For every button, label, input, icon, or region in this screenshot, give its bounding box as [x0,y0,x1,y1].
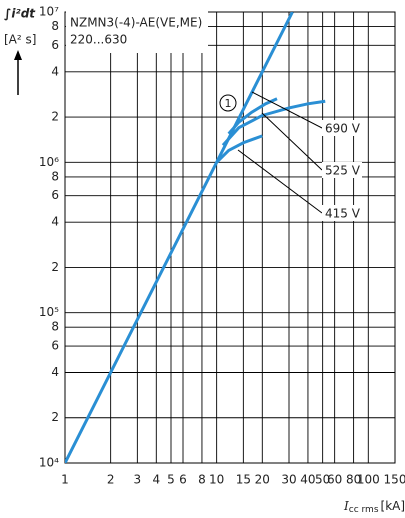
label-bg [322,162,362,178]
y-tick-label: 2 [51,110,59,124]
box-title: NZMN3(-4)-AE(VE,ME) [70,16,202,30]
series-label: 690 V [325,122,361,136]
arrow-head [14,50,22,60]
label-bg [322,205,362,221]
series-label: 525 V [325,164,361,178]
series-line [221,99,326,147]
legend-box [66,11,208,53]
x-tick-label: 1 [61,473,69,487]
y-tick-label: 4 [51,365,59,379]
x-axis-label: Icc rms [kA] [343,499,405,515]
y-tick-label: 2 [51,260,59,274]
x-tick-label: 60 [327,473,342,487]
leader [261,112,323,171]
y-axis-unit: [A² s] [4,33,36,47]
x-tick-label: 80 [346,473,361,487]
y-tick-label: 8 [51,320,59,334]
x-tick-label: 50 [315,473,330,487]
x-tick-label: 4 [152,473,160,487]
y-tick-label: 4 [51,215,59,229]
plot-frame [64,11,396,464]
series-label: 415 V [325,207,361,221]
leaders: 690 V 525 V 415 V 1 [219,91,362,221]
y-tick-label: 8 [51,169,59,183]
y-tick-label: 10⁶ [39,155,59,169]
x-tick-label: 30 [281,473,296,487]
series-line [227,97,278,135]
box-subtitle: 220...630 [70,33,127,47]
leader [237,149,323,214]
x-tick-label: 15 [236,473,251,487]
y-tick-label: 6 [51,188,59,202]
y-tick-label: 10⁵ [39,305,59,319]
x-tick-label: 2 [107,473,115,487]
x-tick-label: 150 [384,473,405,487]
y-tick-label: 8 [51,19,59,33]
series-line [215,134,263,164]
y-tick-label: 6 [51,38,59,52]
y-tick-label: 6 [51,339,59,353]
x-label-main: I [343,499,349,513]
y-tick-label: 10⁴ [39,456,59,470]
y-tick-label: 2 [51,410,59,424]
annotation: 1 [225,97,232,110]
x-tick-label: 40 [300,473,315,487]
x-tick-label: 100 [357,473,380,487]
x-tick-label: 5 [167,473,175,487]
x-label-sub: cc rms [349,505,379,515]
y-axis-label: ∫i²dt [4,7,36,21]
x-tick-label: 20 [255,473,270,487]
x-label-unit: [kA] [381,499,405,513]
annotation-circle [219,94,237,112]
y-tick-label: 4 [51,64,59,78]
label-bg [322,120,362,136]
x-tick-label: 8 [198,473,206,487]
y-tick-label: 10⁷ [39,5,59,19]
x-tick-label: 3 [134,473,142,487]
leader [251,91,323,129]
x-tick-label: 10 [209,473,224,487]
x-tick-label: 6 [179,473,187,487]
